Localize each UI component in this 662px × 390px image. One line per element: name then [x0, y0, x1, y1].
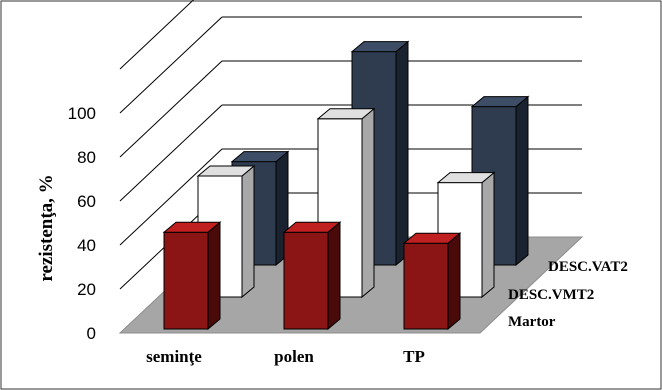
bar-top — [470, 96, 530, 108]
gridline-diagonal — [119, 16, 223, 114]
gridline-diagonal — [119, 148, 223, 246]
bar-side — [361, 107, 375, 299]
bar-side — [327, 221, 341, 331]
y-tick-label: 100 — [68, 104, 96, 123]
y-tick-label: 80 — [77, 148, 96, 167]
bar-side — [481, 171, 495, 299]
bar-top — [282, 221, 342, 233]
bar-side — [395, 40, 409, 267]
bar-side — [207, 221, 221, 331]
bar-front — [163, 231, 209, 330]
bar-top — [350, 41, 410, 53]
bar-front — [403, 242, 449, 330]
y-tick-label: 40 — [77, 236, 96, 255]
y-tick-label: 20 — [77, 280, 96, 299]
bar-top — [436, 172, 496, 184]
bar-side — [447, 232, 461, 331]
y-tick-label: 0 — [87, 324, 96, 343]
bar-top — [402, 232, 462, 244]
x-category-label: seminţe — [146, 347, 202, 366]
series-label: Martor — [508, 314, 556, 330]
gridline-diagonal — [119, 60, 223, 158]
series-label: DESC.VAT2 — [548, 259, 628, 275]
gridline-diagonal — [119, 104, 223, 202]
x-category-label: polen — [274, 347, 314, 366]
series-label: DESC.VMT2 — [508, 287, 594, 303]
y-axis-title: rezistenţa, % — [36, 174, 57, 281]
y-tick-label: 60 — [77, 192, 96, 211]
bar-side — [241, 164, 255, 299]
bar-top — [162, 221, 222, 233]
bar-front — [283, 231, 329, 330]
bar-top — [316, 108, 376, 120]
gridline-diagonal — [119, 0, 195, 70]
bar-top — [230, 151, 290, 163]
y-tick-labels: 0 20 40 60 80 100 — [68, 104, 96, 343]
x-category-labels: seminţe polen TP — [146, 347, 425, 366]
x-category-label: TP — [403, 347, 425, 366]
bar-top — [196, 165, 256, 177]
bar-side — [515, 95, 529, 267]
bars — [162, 40, 530, 331]
series-labels: Martor DESC.VMT2 DESC.VAT2 — [508, 259, 628, 330]
